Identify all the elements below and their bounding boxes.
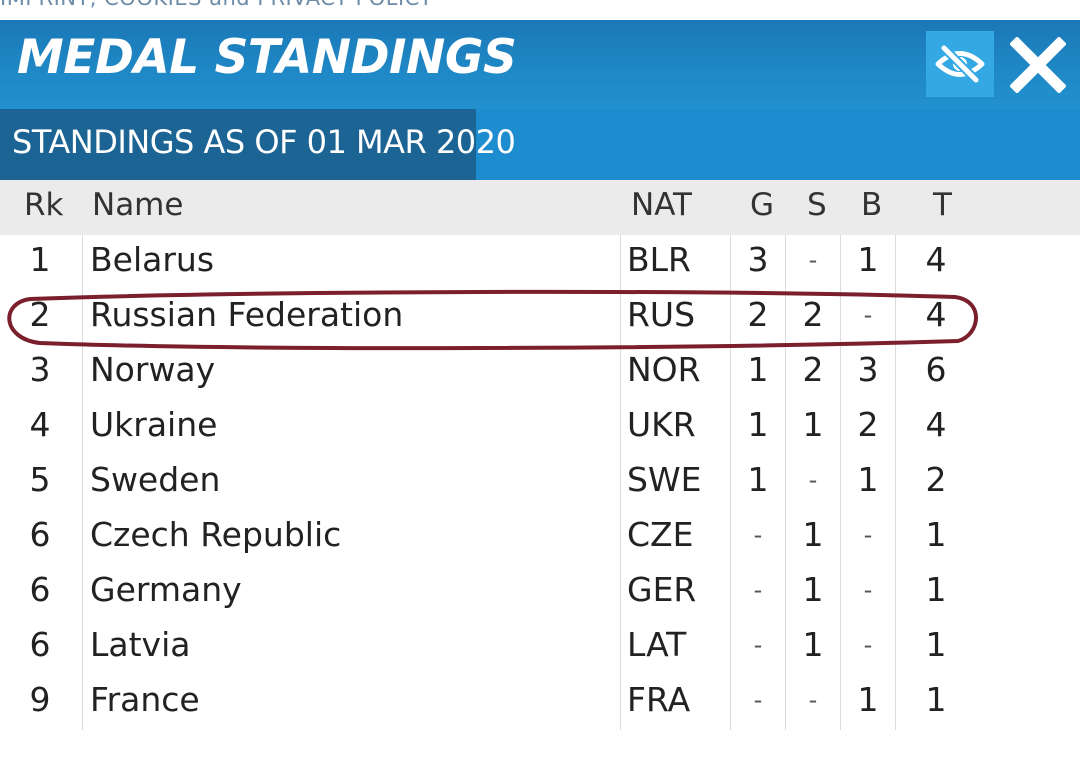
standings-subheader: STANDINGS AS OF 01 MAR 2020: [0, 109, 1080, 180]
cell-nat: BLR: [627, 240, 691, 279]
cell-rank: 1: [29, 240, 51, 279]
cell-bronze: 3: [857, 350, 879, 389]
eye-off-icon: [935, 43, 985, 85]
col-rank: Rk: [24, 187, 64, 223]
cell-name: Latvia: [90, 625, 191, 664]
cell-bronze: -: [863, 576, 873, 604]
cell-silver: 1: [802, 405, 824, 444]
imprint-privacy-link[interactable]: IMPRINT, COOKIES and PRIVACY POLICY: [0, 0, 433, 10]
cell-silver: 2: [802, 295, 824, 334]
cell-name: Norway: [90, 350, 216, 389]
cell-total: 4: [925, 405, 947, 444]
cell-total: 1: [925, 625, 947, 664]
cell-silver: -: [808, 686, 818, 714]
table-row[interactable]: 1 Belarus BLR 3 - 1 4: [0, 235, 1080, 290]
standings-date-label: STANDINGS AS OF 01 MAR 2020: [12, 123, 516, 161]
cell-total: 1: [925, 570, 947, 609]
cell-bronze: 1: [857, 460, 879, 499]
standings-date-tab: STANDINGS AS OF 01 MAR 2020: [0, 109, 516, 180]
col-total: T: [933, 187, 952, 223]
cell-silver: 2: [802, 350, 824, 389]
cell-nat: RUS: [627, 295, 696, 334]
cell-gold: 3: [747, 240, 769, 279]
cell-total: 4: [925, 240, 947, 279]
cell-name: Russian Federation: [90, 295, 404, 334]
cell-gold: 2: [747, 295, 769, 334]
cell-name: Ukraine: [90, 405, 218, 444]
cell-total: 2: [925, 460, 947, 499]
cell-rank: 3: [29, 350, 51, 389]
cell-rank: 6: [29, 570, 51, 609]
cell-bronze: 2: [857, 405, 879, 444]
column-divider: [82, 235, 83, 730]
cell-nat: UKR: [627, 405, 696, 444]
col-bronze: B: [861, 187, 883, 223]
cell-bronze: -: [863, 301, 873, 329]
close-icon: [1009, 36, 1067, 94]
column-divider: [785, 235, 786, 730]
table-row[interactable]: 6 Czech Republic CZE - 1 - 1: [0, 510, 1080, 565]
table-row[interactable]: 6 Germany GER - 1 - 1: [0, 565, 1080, 620]
cell-name: Sweden: [90, 460, 221, 499]
col-silver: S: [807, 187, 827, 223]
table-header: Rk Name NAT G S B T: [0, 180, 1080, 235]
cell-gold: -: [753, 521, 763, 549]
cell-name: Belarus: [90, 240, 215, 279]
cell-nat: SWE: [627, 460, 702, 499]
cell-total: 4: [925, 295, 947, 334]
cell-rank: 6: [29, 625, 51, 664]
cell-silver: 1: [802, 515, 824, 554]
column-divider: [620, 235, 621, 730]
cell-total: 6: [925, 350, 947, 389]
cell-name: France: [90, 680, 200, 719]
column-divider: [730, 235, 731, 730]
column-divider: [895, 235, 896, 730]
table-row[interactable]: 5 Sweden SWE 1 - 1 2: [0, 455, 1080, 510]
cell-bronze: -: [863, 521, 873, 549]
table-row[interactable]: 4 Ukraine UKR 1 1 2 4: [0, 400, 1080, 455]
cell-bronze: -: [863, 631, 873, 659]
table-row[interactable]: 2 Russian Federation RUS 2 2-4: [0, 290, 1080, 345]
cell-nat: GER: [627, 570, 697, 609]
toggle-visibility-button[interactable]: [926, 31, 994, 97]
close-button[interactable]: [1009, 36, 1067, 94]
cell-gold: 1: [747, 350, 769, 389]
cell-rank: 6: [29, 515, 51, 554]
table-row[interactable]: 9 France FRA - - 1 1: [0, 675, 1080, 730]
cell-rank: 4: [29, 405, 51, 444]
cell-silver: -: [808, 466, 818, 494]
cell-silver: -: [808, 246, 818, 274]
cell-bronze: 1: [857, 680, 879, 719]
column-divider: [840, 235, 841, 730]
table-row[interactable]: 3 Norway NOR 1 2 3 6: [0, 345, 1080, 400]
cell-nat: CZE: [627, 515, 694, 554]
medal-standings-header: MEDAL STANDINGS: [0, 20, 1080, 109]
cell-gold: 1: [747, 460, 769, 499]
cell-total: 1: [925, 515, 947, 554]
table-row[interactable]: 6 Latvia LAT - 1 - 1: [0, 620, 1080, 675]
cell-silver: 1: [802, 570, 824, 609]
cell-silver: 1: [802, 625, 824, 664]
cell-bronze: 1: [857, 240, 879, 279]
cell-gold: 1: [747, 405, 769, 444]
cell-nat: FRA: [627, 680, 691, 719]
col-nat: NAT: [631, 187, 692, 223]
col-gold: G: [750, 187, 775, 223]
cell-gold: -: [753, 631, 763, 659]
col-name: Name: [92, 187, 184, 223]
page-title: MEDAL STANDINGS: [17, 30, 517, 85]
cell-rank: 5: [29, 460, 51, 499]
cell-gold: -: [753, 576, 763, 604]
cell-gold: -: [753, 686, 763, 714]
cell-total: 1: [925, 680, 947, 719]
cell-nat: LAT: [627, 625, 687, 664]
cell-rank: 2: [29, 295, 51, 334]
cell-nat: NOR: [627, 350, 701, 389]
cell-name: Czech Republic: [90, 515, 342, 554]
cell-name: Germany: [90, 570, 242, 609]
cell-rank: 9: [29, 680, 51, 719]
